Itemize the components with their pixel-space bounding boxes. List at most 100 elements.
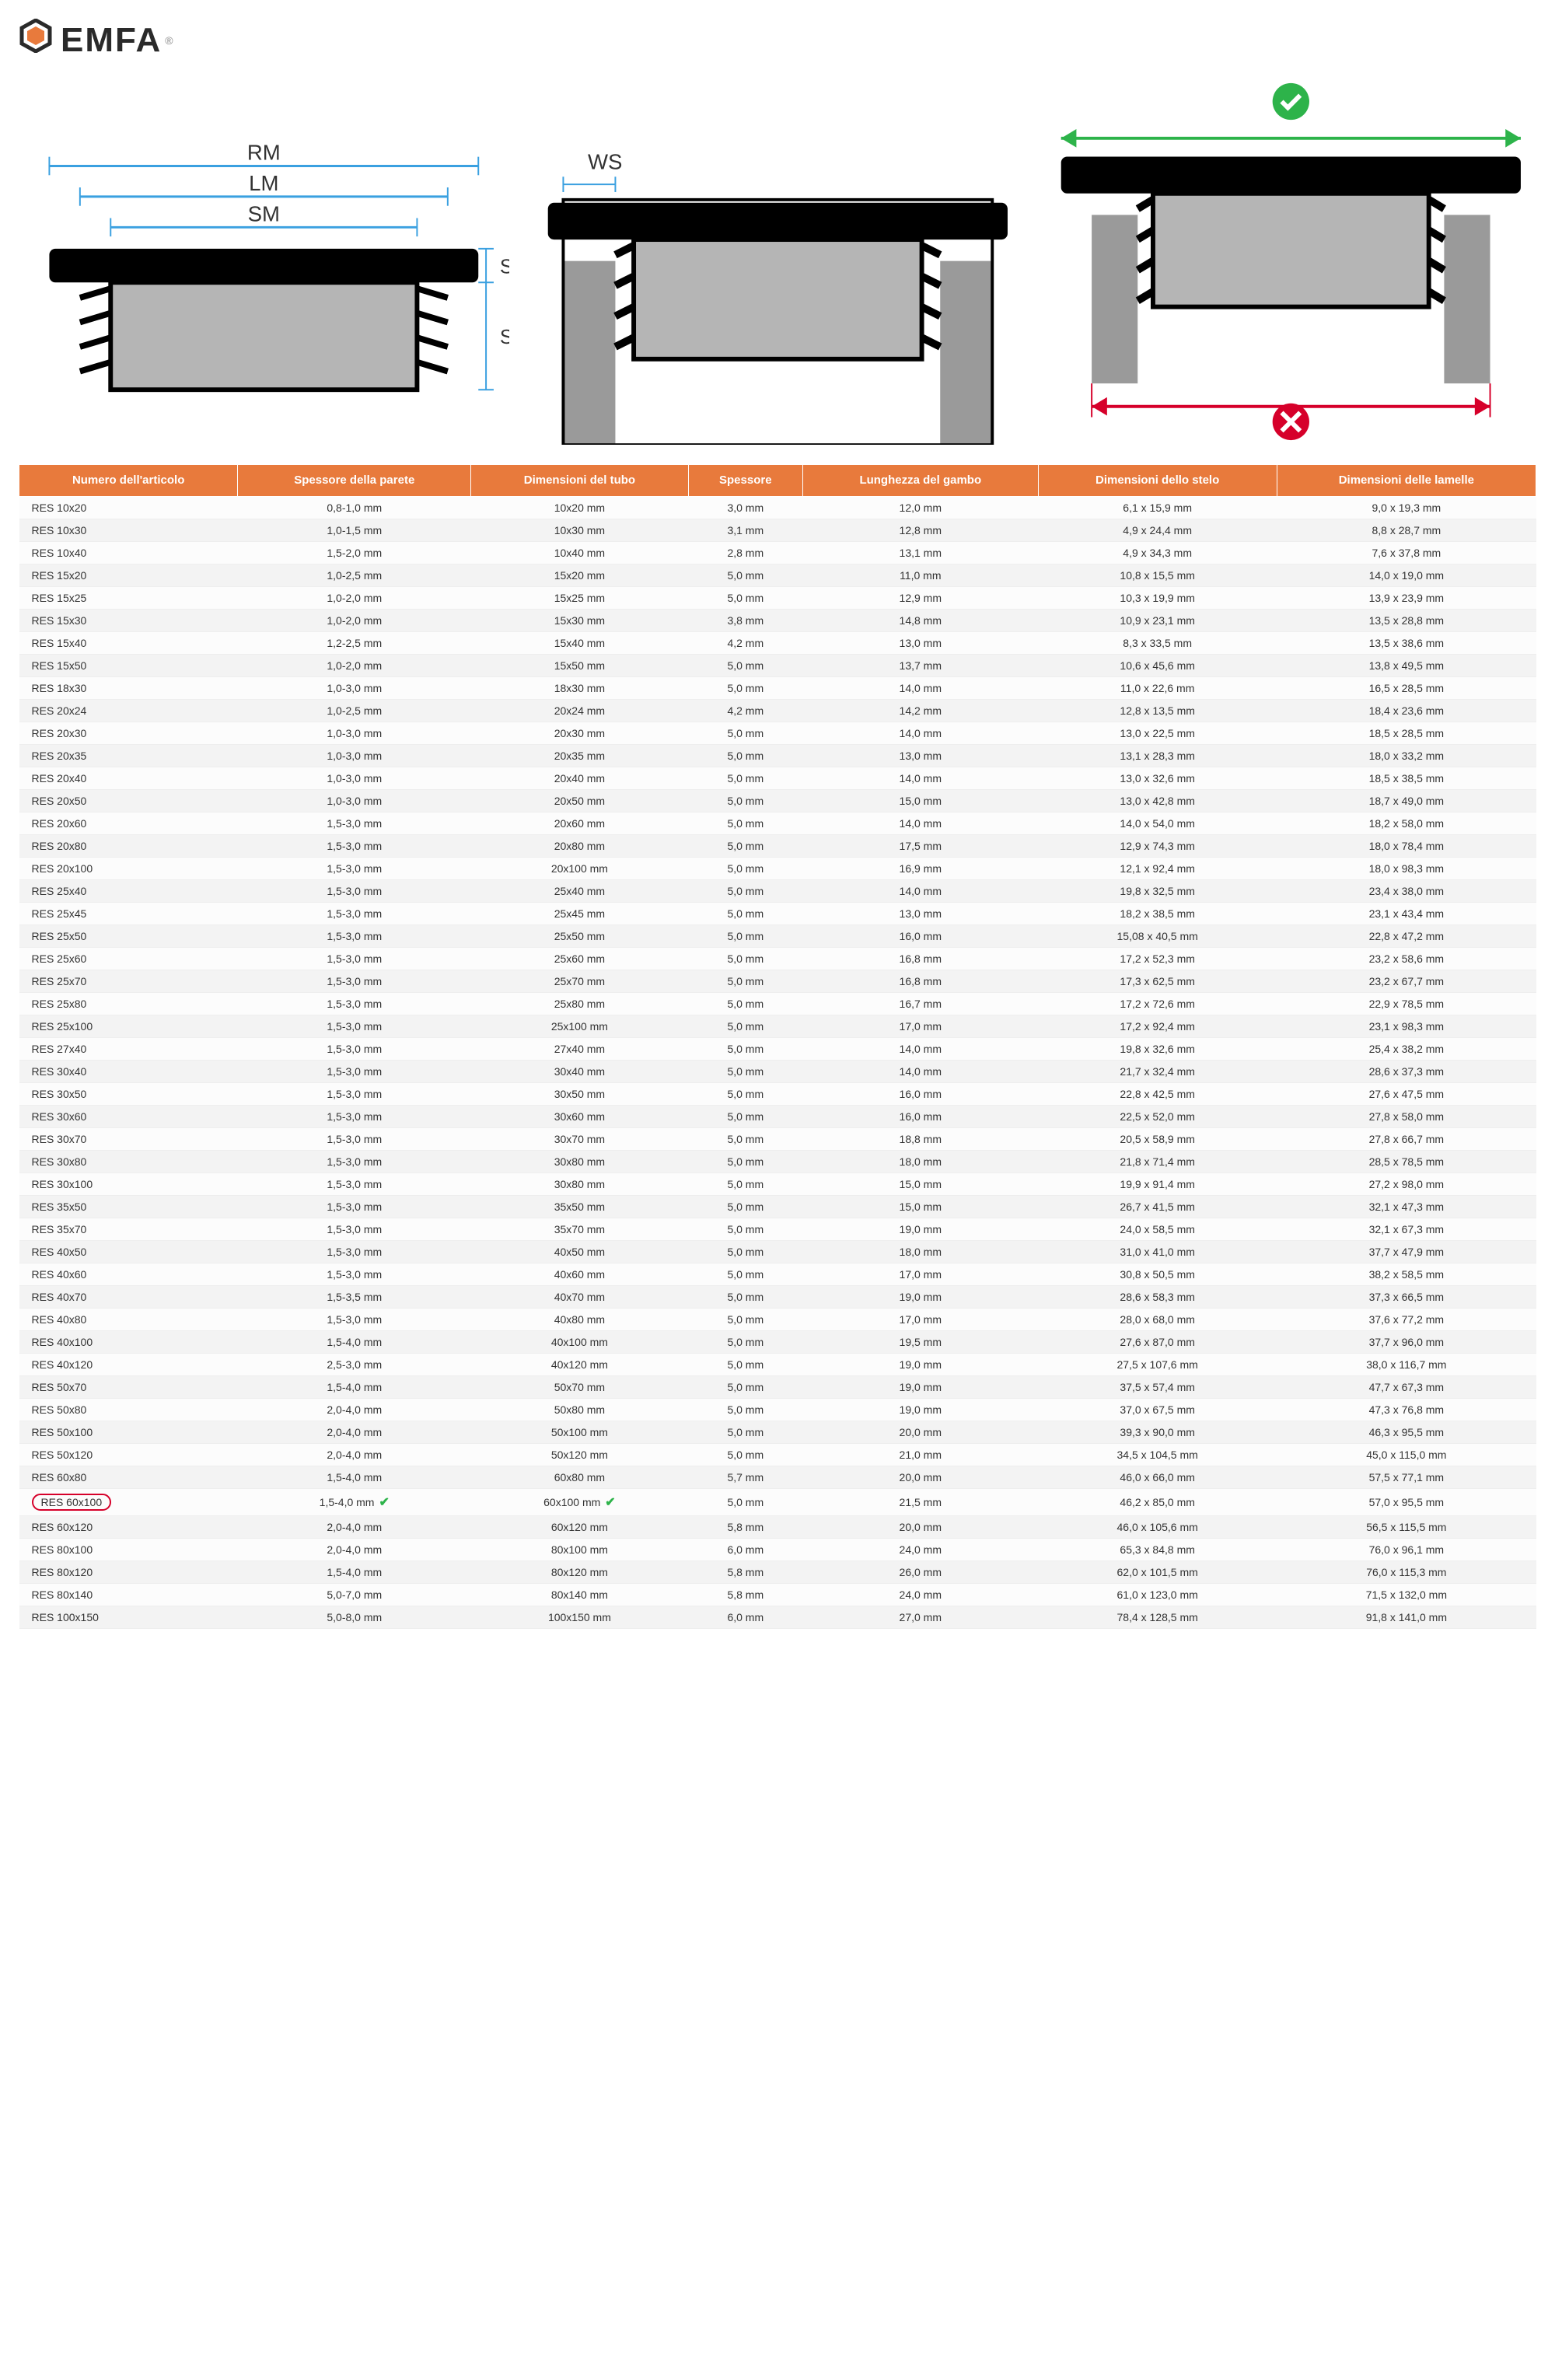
table-cell: 5,8 mm <box>688 1515 802 1538</box>
table-cell: 34,5 x 104,5 mm <box>1038 1443 1277 1466</box>
table-cell: RES 18x30 <box>19 676 238 699</box>
table-cell: 76,0 x 96,1 mm <box>1277 1538 1536 1560</box>
table-cell: 20x80 mm <box>471 834 688 857</box>
table-cell: 19,5 mm <box>802 1330 1038 1353</box>
table-cell: 5,0-7,0 mm <box>238 1583 471 1606</box>
table-row: RES 40x701,5-3,5 mm40x70 mm5,0 mm19,0 mm… <box>19 1285 1536 1308</box>
table-cell: 18,0 mm <box>802 1240 1038 1263</box>
table-cell: 1,5-3,0 mm <box>238 924 471 947</box>
table-cell: RES 80x100 <box>19 1538 238 1560</box>
table-cell: 13,0 mm <box>802 902 1038 924</box>
table-cell: 15x20 mm <box>471 564 688 586</box>
table-cell: 12,9 mm <box>802 586 1038 609</box>
table-cell: 16,7 mm <box>802 992 1038 1015</box>
table-cell: 1,5-3,0 mm <box>238 1173 471 1195</box>
table-cell: 12,9 x 74,3 mm <box>1038 834 1277 857</box>
diagram-ws: WS <box>533 138 1023 449</box>
table-cell: 17,2 x 52,3 mm <box>1038 947 1277 970</box>
table-cell: 2,0-4,0 mm <box>238 1398 471 1421</box>
table-cell: RES 20x80 <box>19 834 238 857</box>
table-cell: 1,5-3,0 mm <box>238 992 471 1015</box>
table-cell: 50x120 mm <box>471 1443 688 1466</box>
table-cell: RES 10x20 <box>19 496 238 519</box>
table-cell: 22,5 x 52,0 mm <box>1038 1105 1277 1127</box>
table-cell: RES 25x60 <box>19 947 238 970</box>
table-row: RES 50x1202,0-4,0 mm50x120 mm5,0 mm21,0 … <box>19 1443 1536 1466</box>
table-cell: 14,2 mm <box>802 699 1038 722</box>
table-cell: 28,5 x 78,5 mm <box>1277 1150 1536 1173</box>
table-cell: 1,0-3,0 mm <box>238 722 471 744</box>
table-cell: 1,0-3,0 mm <box>238 767 471 789</box>
table-cell: 14,8 mm <box>802 609 1038 631</box>
table-cell: 5,0 mm <box>688 992 802 1015</box>
table-row: RES 50x1002,0-4,0 mm50x100 mm5,0 mm20,0 … <box>19 1421 1536 1443</box>
table-cell: 21,7 x 32,4 mm <box>1038 1060 1277 1082</box>
table-cell: 13,1 x 28,3 mm <box>1038 744 1277 767</box>
table-cell: RES 15x25 <box>19 586 238 609</box>
table-cell: 3,8 mm <box>688 609 802 631</box>
table-cell: RES 15x20 <box>19 564 238 586</box>
table-cell: 46,3 x 95,5 mm <box>1277 1421 1536 1443</box>
table-cell: 16,0 mm <box>802 1105 1038 1127</box>
table-cell: 1,5-3,5 mm <box>238 1285 471 1308</box>
table-cell: 65,3 x 84,8 mm <box>1038 1538 1277 1560</box>
table-cell: RES 40x60 <box>19 1263 238 1285</box>
table-cell: 20x60 mm <box>471 812 688 834</box>
table-cell: 62,0 x 101,5 mm <box>1038 1560 1277 1583</box>
table-cell: 17,0 mm <box>802 1015 1038 1037</box>
table-cell: 21,8 x 71,4 mm <box>1038 1150 1277 1173</box>
table-cell: 1,5-3,0 mm <box>238 1218 471 1240</box>
table-cell: 10,3 x 19,9 mm <box>1038 586 1277 609</box>
table-row: RES 20x241,0-2,5 mm20x24 mm4,2 mm14,2 mm… <box>19 699 1536 722</box>
table-cell: 20x24 mm <box>471 699 688 722</box>
table-cell: 47,3 x 76,8 mm <box>1277 1398 1536 1421</box>
table-cell: 10,6 x 45,6 mm <box>1038 654 1277 676</box>
table-cell: 50x100 mm <box>471 1421 688 1443</box>
table-row: RES 18x301,0-3,0 mm18x30 mm5,0 mm14,0 mm… <box>19 676 1536 699</box>
table-cell: 21,0 mm <box>802 1443 1038 1466</box>
table-cell: 15x40 mm <box>471 631 688 654</box>
table-cell: 13,5 x 28,8 mm <box>1277 609 1536 631</box>
table-cell: 5,0 mm <box>688 1308 802 1330</box>
table-row: RES 30x601,5-3,0 mm30x60 mm5,0 mm16,0 mm… <box>19 1105 1536 1127</box>
label-ws: WS <box>588 149 622 173</box>
table-cell: RES 50x80 <box>19 1398 238 1421</box>
table-row: RES 25x1001,5-3,0 mm25x100 mm5,0 mm17,0 … <box>19 1015 1536 1037</box>
table-row: RES 20x601,5-3,0 mm20x60 mm5,0 mm14,0 mm… <box>19 812 1536 834</box>
table-cell: 5,0 mm <box>688 1105 802 1127</box>
table-cell: 28,0 x 68,0 mm <box>1038 1308 1277 1330</box>
table-row: RES 60x1202,0-4,0 mm60x120 mm5,8 mm20,0 … <box>19 1515 1536 1538</box>
table-row: RES 10x301,0-1,5 mm10x30 mm3,1 mm12,8 mm… <box>19 519 1536 541</box>
table-cell: RES 25x40 <box>19 879 238 902</box>
table-cell: 20,0 mm <box>802 1515 1038 1538</box>
table-cell: 5,0 mm <box>688 970 802 992</box>
table-cell: RES 20x35 <box>19 744 238 767</box>
table-cell: 30x70 mm <box>471 1127 688 1150</box>
table-cell: 30x40 mm <box>471 1060 688 1082</box>
table-cell: 6,0 mm <box>688 1538 802 1560</box>
table-cell: 71,5 x 132,0 mm <box>1277 1583 1536 1606</box>
table-cell: 7,6 x 37,8 mm <box>1277 541 1536 564</box>
table-cell: 15,0 mm <box>802 1195 1038 1218</box>
table-cell: 5,8 mm <box>688 1583 802 1606</box>
table-cell: 13,5 x 38,6 mm <box>1277 631 1536 654</box>
table-cell: RES 40x100 <box>19 1330 238 1353</box>
table-cell: 39,3 x 90,0 mm <box>1038 1421 1277 1443</box>
table-cell: 27,6 x 47,5 mm <box>1277 1082 1536 1105</box>
table-row: RES 30x501,5-3,0 mm30x50 mm5,0 mm16,0 mm… <box>19 1082 1536 1105</box>
table-cell: 30,8 x 50,5 mm <box>1038 1263 1277 1285</box>
table-row: RES 35x501,5-3,0 mm35x50 mm5,0 mm15,0 mm… <box>19 1195 1536 1218</box>
table-cell: 10,8 x 15,5 mm <box>1038 564 1277 586</box>
table-cell: 8,3 x 33,5 mm <box>1038 631 1277 654</box>
table-cell: 19,0 mm <box>802 1398 1038 1421</box>
table-cell: RES 25x70 <box>19 970 238 992</box>
table-cell: 18,5 x 28,5 mm <box>1277 722 1536 744</box>
table-cell: 10x20 mm <box>471 496 688 519</box>
table-cell: 20x30 mm <box>471 722 688 744</box>
table-cell: 20,5 x 58,9 mm <box>1038 1127 1277 1150</box>
table-cell: 5,0 mm <box>688 1421 802 1443</box>
table-cell: 5,0 mm <box>688 1060 802 1082</box>
table-cell: RES 20x30 <box>19 722 238 744</box>
diagram-dimensions: RM LM SM <box>19 138 509 449</box>
table-cell: 5,0 mm <box>688 1082 802 1105</box>
